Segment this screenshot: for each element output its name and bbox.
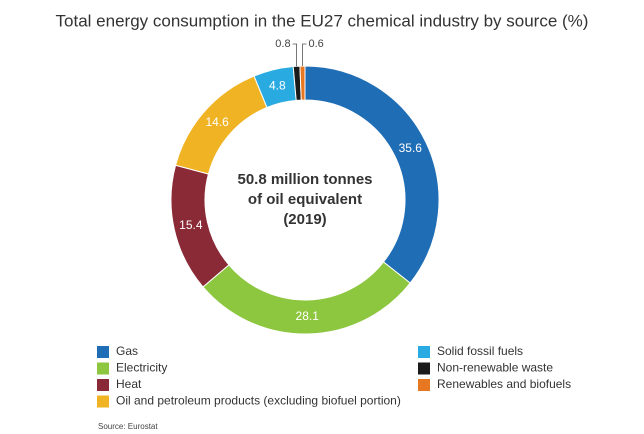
leader-line: [302, 43, 307, 67]
legend-swatch: [418, 362, 430, 375]
legend-swatch: [97, 379, 109, 391]
slice-label: 4.8: [269, 78, 286, 92]
slice-label: 14.6: [205, 115, 229, 129]
center-text: (2019): [283, 211, 326, 228]
legend-label: Gas: [116, 344, 138, 358]
slice: [304, 65, 440, 284]
legend-swatch: [418, 379, 430, 391]
slice-label: 0.6: [308, 38, 323, 50]
legend-label: Oil and petroleum products (excluding bi…: [116, 394, 401, 408]
legend-label: Non-renewable waste: [437, 361, 553, 375]
legend-label: Electricity: [116, 361, 167, 375]
slice: [202, 261, 411, 335]
slice-label: 35.6: [399, 141, 423, 155]
legend-swatch: [418, 346, 430, 358]
leader-line: [292, 43, 297, 67]
legend-swatch: [97, 362, 109, 375]
legend-label: Heat: [116, 377, 142, 391]
legend-label: Solid fossil fuels: [437, 344, 523, 358]
slice-label: 28.1: [296, 309, 320, 323]
slice: [299, 65, 306, 101]
legend-swatch: [97, 395, 109, 408]
chart-title: Total energy consumption in the EU27 che…: [56, 11, 589, 30]
source: Source: Eurostat: [98, 422, 158, 431]
legend-swatch: [97, 346, 109, 358]
center-text: of oil equivalent: [248, 191, 362, 208]
slice-label: 15.4: [179, 218, 203, 232]
center-text: 50.8 million tonnes: [237, 171, 372, 188]
slice-label: 0.8: [275, 38, 290, 50]
legend-label: Renewables and biofuels: [437, 377, 571, 391]
